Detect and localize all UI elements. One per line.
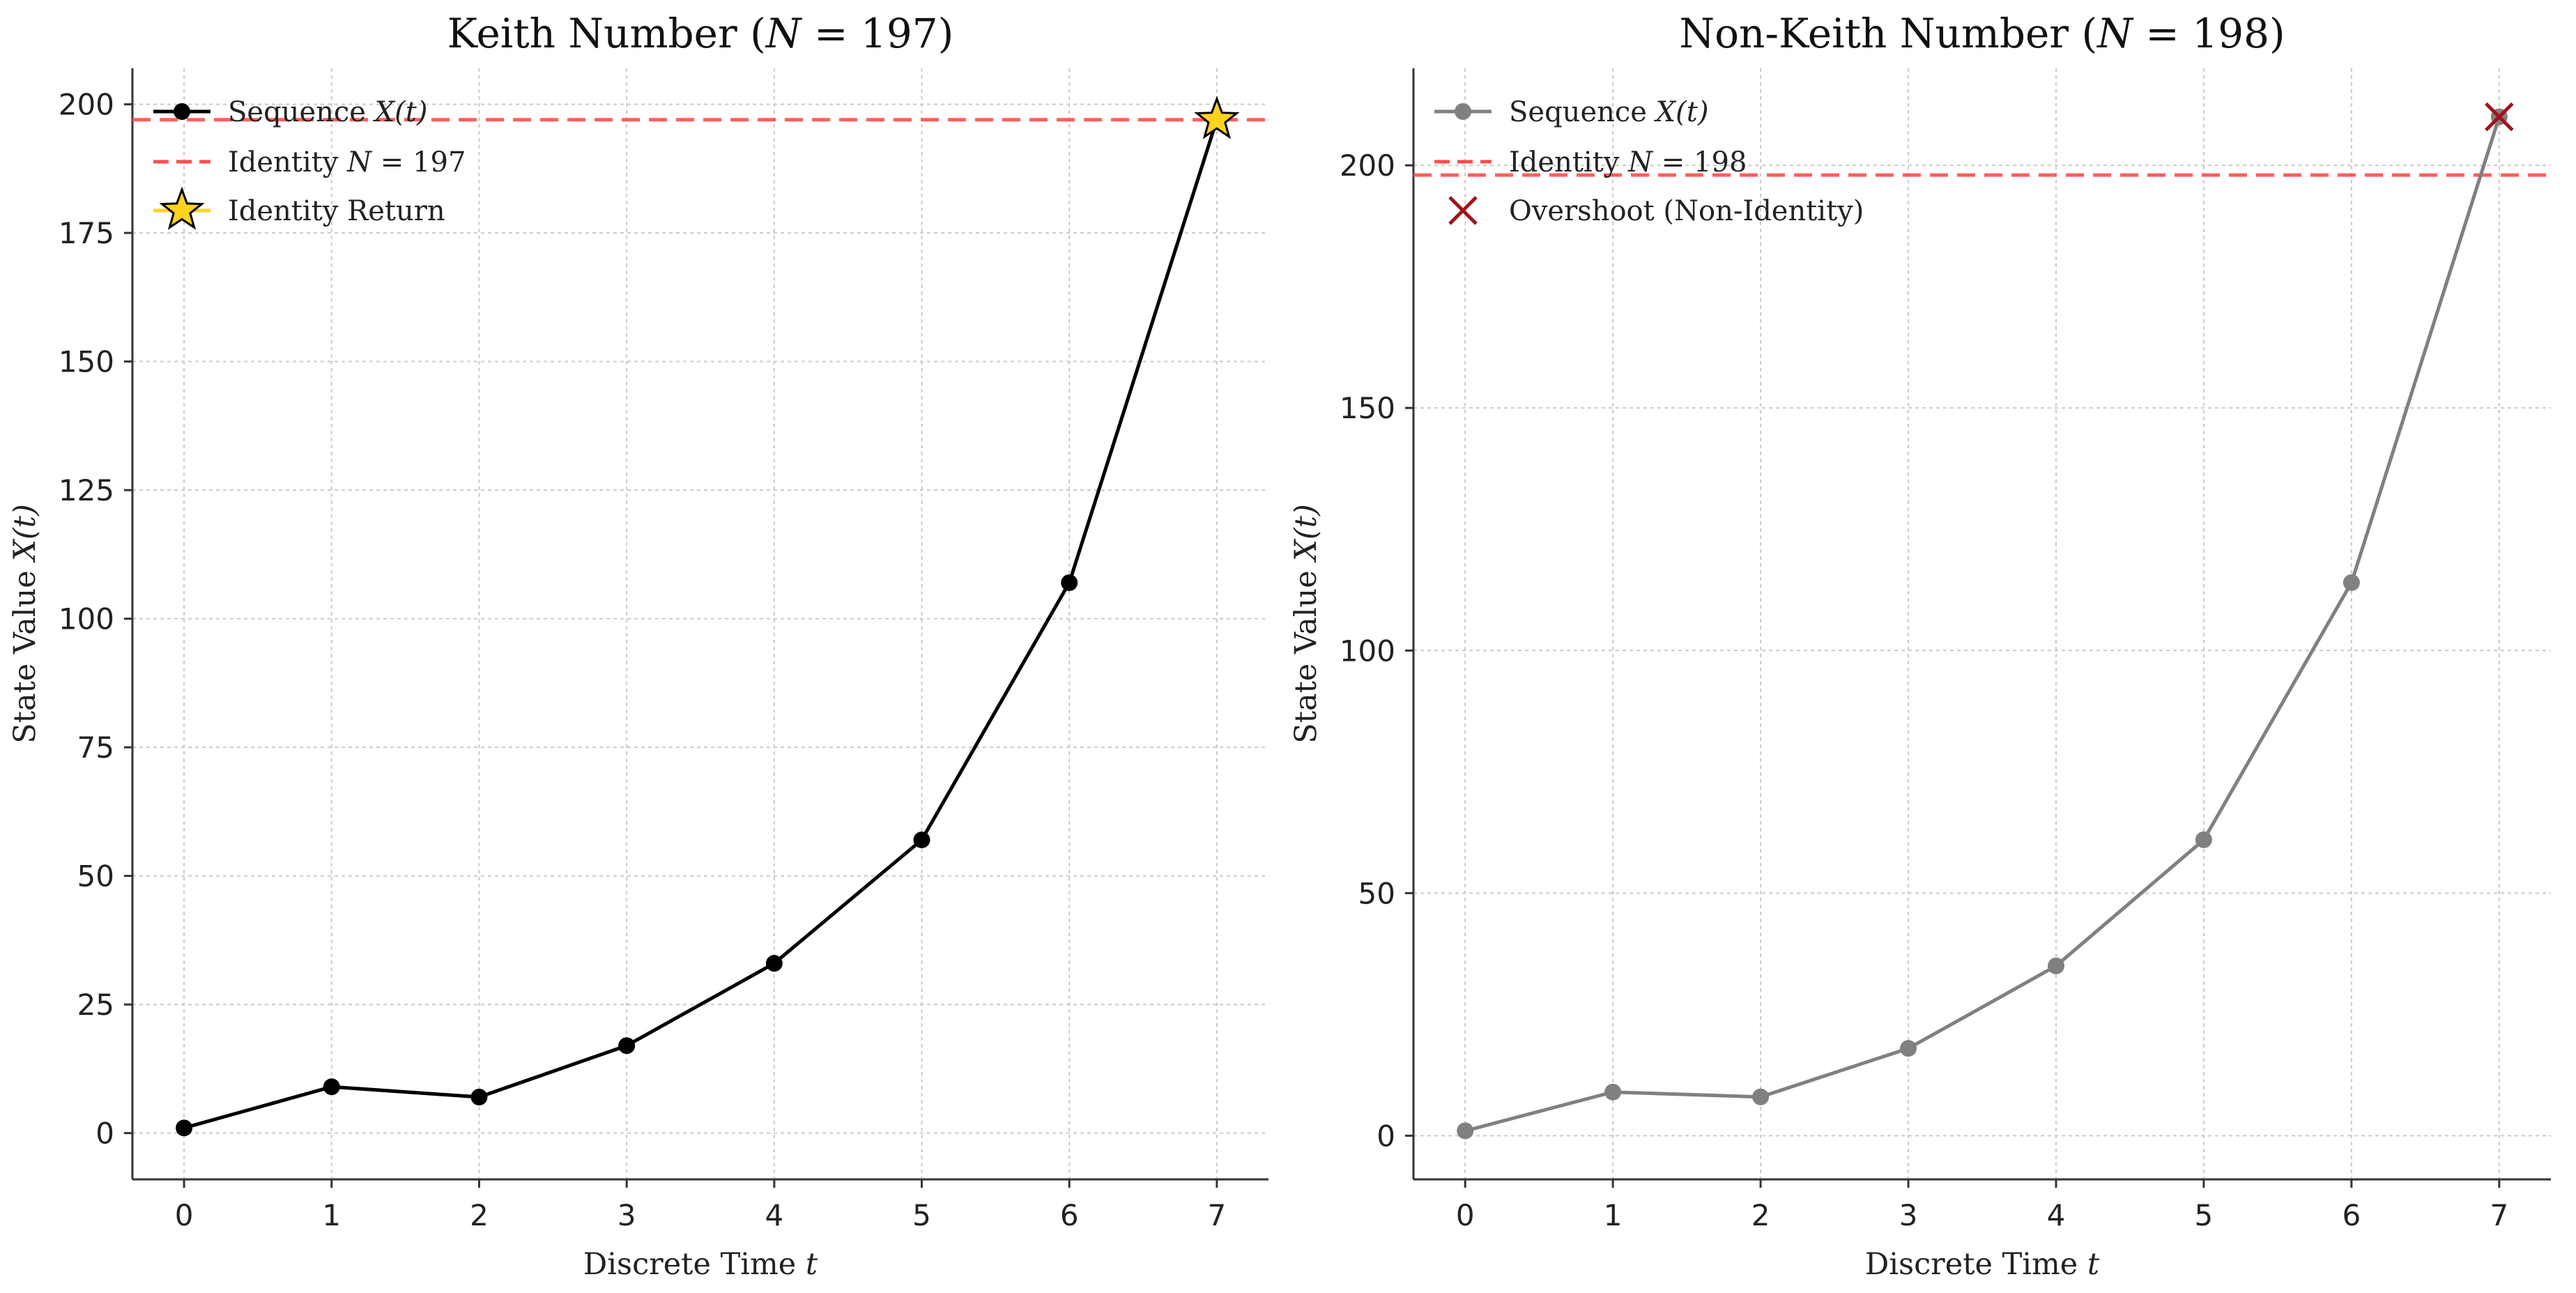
y-tick-label: 0: [95, 1117, 114, 1151]
legend-identity-label: Identity N = 197: [228, 146, 466, 178]
x-axis-label: Discrete Time t: [583, 1247, 818, 1282]
y-axis-label-text: State Value: [8, 561, 43, 744]
x-tick-label: 7: [2490, 1198, 2508, 1232]
chart-title: Non-Keith Number (N = 198): [1679, 10, 2285, 57]
x-tick-label: 6: [2343, 1198, 2361, 1232]
x-axis-label-text: Discrete Time: [1865, 1247, 2087, 1282]
y-tick-label: 75: [77, 730, 114, 765]
chart-title-text: Keith Number (: [447, 10, 766, 57]
chart-title: Keith Number (N = 197): [447, 10, 954, 57]
y-axis-label: State Value X(t): [8, 504, 43, 744]
y-tick-label: 150: [1340, 391, 1395, 425]
x-axis-label-var: t: [2087, 1247, 2100, 1282]
legend-highlight-label: Identity Return: [228, 195, 445, 227]
x-tick-label: 3: [1899, 1198, 1918, 1232]
legend-var: N: [346, 146, 373, 178]
legend-highlight-label: Overshoot (Non-Identity): [1509, 195, 1864, 227]
sequence-point: [176, 1119, 193, 1137]
sequence-point: [1061, 574, 1078, 591]
x-tick-label: 5: [912, 1198, 931, 1232]
sequence-point: [2195, 831, 2212, 848]
y-tick-label: 150: [59, 345, 114, 379]
legend-text: = 197: [371, 146, 466, 178]
legend-text: Sequence: [1509, 96, 1656, 128]
legend-text: Sequence: [228, 96, 375, 128]
legend-var: X(t): [1654, 96, 1709, 128]
x-tick-label: 7: [1208, 1198, 1227, 1232]
sequence-point: [1900, 1040, 1917, 1057]
x-tick-label: 1: [322, 1198, 341, 1232]
chart-panel-1: 0 1 2 3 4 5 6 7 0 25 50 75 100 125 150 175 200 Keith Numb…: [8, 10, 1268, 1282]
sequence-point: [2047, 957, 2064, 974]
x-tick-label: 4: [765, 1198, 783, 1232]
legend-sequence-label: Sequence X(t): [1509, 96, 1708, 128]
sequence-point: [2343, 574, 2360, 591]
y-tick-label: 50: [77, 859, 114, 894]
sequence-point: [913, 831, 930, 848]
chart-title-text: = 197): [802, 10, 954, 57]
y-axis-label-text: State Value: [1289, 561, 1324, 744]
legend-text: Identity: [228, 146, 347, 178]
chart-legend: Sequence X(t) Identity N = 197 Identity Re…: [153, 96, 466, 230]
sequence-point: [470, 1088, 488, 1105]
x-tick-label: 3: [618, 1198, 636, 1232]
sequence-line: [183, 119, 1219, 1130]
chart-title-text: = 198): [2133, 10, 2285, 57]
overshoot-x-marker: [2485, 102, 2514, 132]
identity-return-star: [1194, 95, 1240, 139]
legend-var: N: [1627, 146, 1654, 178]
legend-sequence-marker: [174, 103, 190, 120]
x-tick-label: 4: [2047, 1198, 2066, 1232]
legend-text: Identity: [1509, 146, 1628, 178]
chart-panel-2: 0 1 2 3 4 5 6 7 0 50 100 150 200 Non-Keith Number (N …: [1289, 10, 2551, 1282]
x-axis-label: Discrete Time t: [1865, 1247, 2100, 1282]
x-tick-label: 1: [1604, 1198, 1623, 1232]
sequence-point: [1604, 1083, 1622, 1101]
chart-title-text: Non-Keith Number (: [1679, 10, 2097, 57]
chart-legend: Sequence X(t) Identity N = 198 Overshoot (…: [1434, 96, 1864, 227]
x-tick-label: 2: [470, 1198, 489, 1232]
legend-text: = 198: [1653, 146, 1747, 178]
y-tick-label: 0: [1377, 1119, 1395, 1153]
y-tick-label: 50: [1358, 876, 1395, 910]
y-axis-label-var: X(t): [8, 504, 43, 563]
sequence-point: [618, 1037, 636, 1055]
chart-title-var: N: [2096, 10, 2134, 57]
y-axis-label: State Value X(t): [1289, 504, 1324, 744]
legend-sequence-label: Sequence X(t): [228, 96, 427, 128]
x-tick-label: 6: [1060, 1198, 1079, 1232]
y-tick-label: 100: [1340, 634, 1395, 668]
x-axis-label-var: t: [806, 1247, 818, 1282]
legend-overshoot-x-icon: [1448, 196, 1478, 225]
x-tick-label: 2: [1751, 1198, 1770, 1232]
y-tick-label: 125: [59, 473, 114, 507]
legend-return-star-icon: [159, 186, 205, 230]
x-tick-label: 0: [1456, 1198, 1475, 1232]
chart-title-var: N: [765, 10, 803, 57]
sequence-point: [323, 1078, 340, 1096]
sequence-point: [1752, 1088, 1770, 1105]
sequence-point: [1457, 1122, 1474, 1140]
y-tick-label: 25: [77, 988, 114, 1022]
x-axis-label-text: Discrete Time: [583, 1247, 806, 1282]
x-tick-label: 5: [2195, 1198, 2214, 1232]
sequence-line: [1464, 116, 2501, 1133]
sequence-point: [765, 955, 783, 972]
y-axis-label-var: X(t): [1289, 504, 1324, 563]
y-tick-label: 200: [59, 88, 114, 122]
y-tick-label: 200: [1340, 148, 1395, 183]
y-tick-label: 175: [59, 216, 114, 250]
legend-sequence-marker: [1455, 103, 1471, 120]
x-tick-label: 0: [175, 1198, 194, 1232]
legend-identity-label: Identity N = 198: [1509, 146, 1747, 178]
y-tick-label: 100: [59, 602, 114, 636]
legend-var: X(t): [373, 96, 428, 128]
